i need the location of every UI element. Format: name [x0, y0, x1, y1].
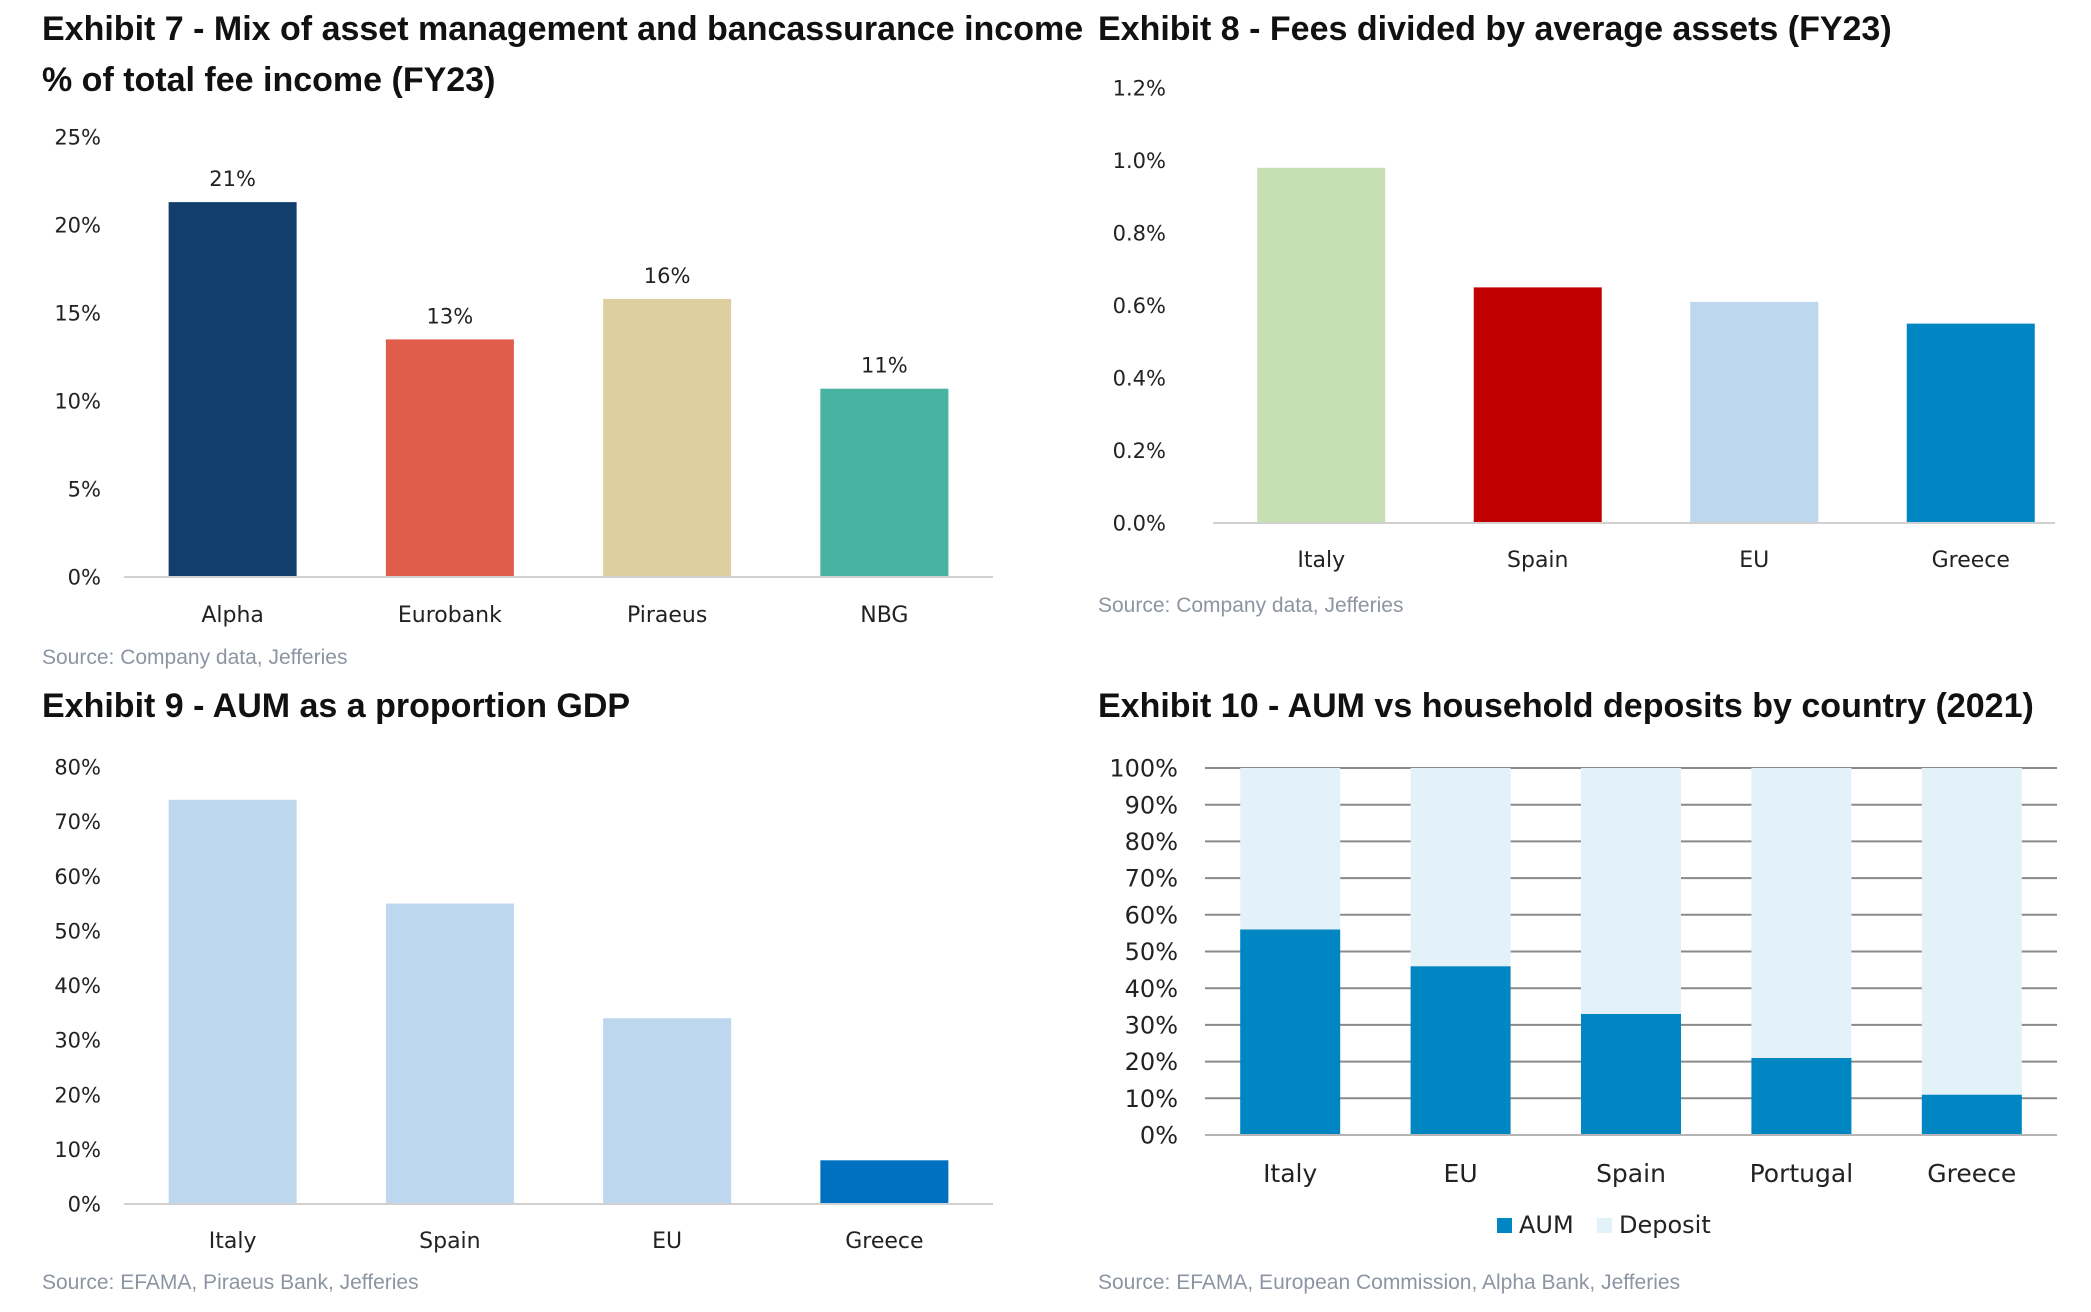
bar-aum-greece: [1921, 1094, 2022, 1135]
bar-deposit-eu: [1410, 768, 1511, 967]
bar-deposit-greece: [1921, 768, 2022, 1095]
bar-eurobank: [385, 339, 514, 577]
y-tick-label: 0.4%: [1113, 367, 1166, 391]
exhibit-8-source: Source: Company data, Jefferies: [1098, 594, 1404, 617]
exhibit-10-source: Source: EFAMA, European Commission, Alph…: [1098, 1271, 1681, 1294]
y-tick-label: 60%: [1125, 901, 1178, 929]
y-tick-label: 0%: [68, 566, 101, 590]
y-tick-label: 0.6%: [1113, 294, 1166, 318]
y-tick-label: 20%: [54, 1083, 101, 1107]
x-tick-label: EU: [652, 1229, 682, 1254]
y-tick-label: 80%: [1125, 828, 1178, 856]
bar-eu: [603, 1018, 732, 1204]
y-tick-label: 50%: [54, 919, 101, 943]
x-tick-label: NBG: [860, 603, 908, 628]
bar-piraeus: [603, 298, 732, 577]
exhibit-7-title-line2: % of total fee income (FY23): [42, 61, 496, 99]
bar-spain: [1473, 287, 1602, 523]
x-tick-label: Spain: [1507, 548, 1568, 573]
legend-swatch-deposit: [1597, 1218, 1612, 1233]
x-tick-label: EU: [1739, 548, 1769, 573]
exhibit-10-title: Exhibit 10 - AUM vs household deposits b…: [1098, 687, 2034, 725]
y-tick-label: 30%: [54, 1029, 101, 1053]
x-tick-label: Greece: [1932, 548, 2010, 573]
y-tick-label: 60%: [54, 865, 101, 889]
bar-italy: [1257, 167, 1386, 523]
y-tick-label: 80%: [54, 756, 101, 780]
x-tick-label: Italy: [209, 1229, 257, 1254]
x-tick-label: Greece: [1927, 1159, 2016, 1188]
exhibit-7-title-line1: Exhibit 7 - Mix of asset management and …: [42, 10, 1084, 48]
bar-aum-spain: [1581, 1013, 1681, 1135]
x-tick-label: Italy: [1297, 548, 1345, 573]
legend-swatch-aum: [1497, 1218, 1512, 1233]
y-tick-label: 5%: [68, 478, 101, 502]
bar-spain: [385, 903, 514, 1204]
x-tick-label: Italy: [1263, 1159, 1317, 1188]
x-tick-label: Alpha: [201, 603, 264, 628]
y-tick-label: 20%: [54, 214, 101, 238]
exhibit-7-source: Source: Company data, Jefferies: [42, 646, 348, 669]
y-tick-label: 0.8%: [1113, 222, 1166, 246]
y-tick-label: 0.0%: [1113, 512, 1166, 536]
bar-greece: [1906, 323, 2035, 523]
x-tick-label: Eurobank: [398, 603, 502, 628]
y-tick-label: 10%: [1125, 1085, 1178, 1113]
exhibit-7-chart: 0% 5% 10% 15% 20% 25% 21% Alpha 13% Eurobank 16% Pi…: [54, 126, 993, 628]
bar-deposit-spain: [1581, 768, 1681, 1014]
bar-greece: [820, 1160, 949, 1204]
y-tick-label: 30%: [1125, 1012, 1178, 1040]
bar-aum-portugal: [1751, 1057, 1852, 1135]
y-tick-label: 0%: [68, 1193, 101, 1217]
y-tick-label: 15%: [54, 302, 101, 326]
y-tick-label: 1.0%: [1113, 149, 1166, 173]
exhibit-9-title: Exhibit 9 - AUM as a proportion GDP: [42, 687, 631, 725]
y-tick-label: 20%: [1125, 1048, 1178, 1076]
y-tick-label: 70%: [54, 810, 101, 834]
exhibit-9-source: Source: EFAMA, Piraeus Bank, Jefferies: [42, 1271, 419, 1294]
y-tick-label: 1.2%: [1113, 77, 1166, 101]
legend-label-aum: AUM: [1519, 1211, 1574, 1239]
y-tick-label: 40%: [1125, 975, 1178, 1003]
y-tick-label: 90%: [1125, 791, 1178, 819]
y-tick-label: 0%: [1140, 1122, 1178, 1150]
exhibit-9-chart: 0% 10% 20% 30% 40% 50% 60% 70% 80% Italy Spain EU Gr…: [54, 756, 993, 1254]
bar-deposit-italy: [1240, 768, 1341, 930]
bar-eu: [1690, 301, 1819, 523]
exhibit-8-chart: 0.0% 0.2% 0.4% 0.6% 0.8% 1.0% 1.2% Italy Spain EU…: [1113, 77, 2055, 573]
y-tick-label: 100%: [1109, 755, 1178, 783]
bar-aum-italy: [1240, 929, 1341, 1135]
y-tick-label: 25%: [54, 126, 101, 150]
data-label: 21%: [209, 167, 256, 191]
bar-italy: [168, 799, 297, 1204]
x-tick-label: Portugal: [1750, 1159, 1854, 1188]
y-tick-label: 10%: [54, 1138, 101, 1162]
y-tick-label: 10%: [54, 390, 101, 414]
bar-nbg: [820, 388, 949, 577]
y-tick-label: 70%: [1125, 865, 1178, 893]
y-tick-label: 50%: [1125, 938, 1178, 966]
data-label: 16%: [644, 264, 691, 288]
y-tick-label: 0.2%: [1113, 439, 1166, 463]
bar-aum-eu: [1410, 966, 1511, 1135]
x-tick-label: Greece: [845, 1229, 923, 1254]
bar-alpha: [168, 202, 297, 577]
data-label: 11%: [861, 354, 908, 378]
x-tick-label: Spain: [1596, 1159, 1666, 1188]
bar-deposit-portugal: [1751, 768, 1852, 1058]
x-tick-label: EU: [1444, 1159, 1478, 1188]
exhibit-8-title: Exhibit 8 - Fees divided by average asse…: [1098, 10, 1892, 48]
x-tick-label: Piraeus: [627, 603, 707, 628]
data-label: 13%: [427, 304, 474, 328]
exhibit-10-chart: 0% 10% 20% 30% 40% 50% 60% 70% 80% 90% 100% Italy EU…: [1109, 755, 2057, 1239]
y-tick-label: 40%: [54, 974, 101, 998]
legend-label-deposit: Deposit: [1619, 1211, 1711, 1239]
x-tick-label: Spain: [419, 1229, 480, 1254]
